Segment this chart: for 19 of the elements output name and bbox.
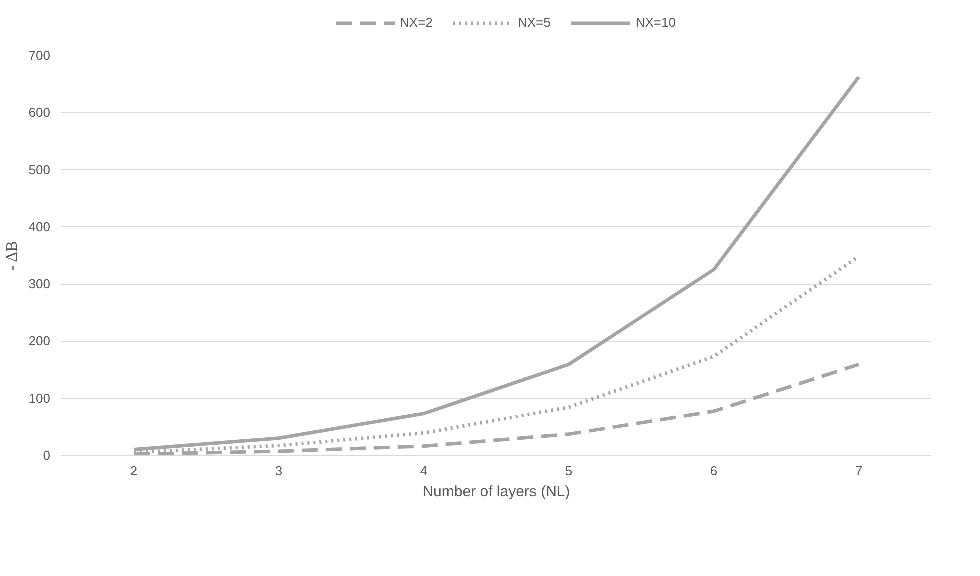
legend-label: NX=5 [518,15,551,30]
x-tick-label: 7 [855,464,863,478]
x-axis-title: Number of layers (NL) [422,484,570,500]
x-tick-label: 3 [275,464,283,478]
x-tick-label: 4 [420,464,428,478]
y-tick-label: 100 [28,390,51,406]
y-tick-label: 600 [28,105,51,120]
y-axis-title: - ΔB [4,241,21,271]
y-tick-label: 200 [28,334,51,349]
x-tick-label: 6 [710,464,718,478]
y-tick-label: 400 [28,219,51,234]
y-tick-label: 700 [28,48,51,63]
y-tick-label: 0 [43,448,51,463]
legend-label: NX=2 [400,15,433,30]
y-tick-label: 300 [28,276,51,292]
y-tick-label: 500 [28,162,51,178]
x-tick-label: 5 [565,464,573,478]
x-tick-label: 2 [130,464,138,478]
legend-label: NX=10 [636,15,676,30]
